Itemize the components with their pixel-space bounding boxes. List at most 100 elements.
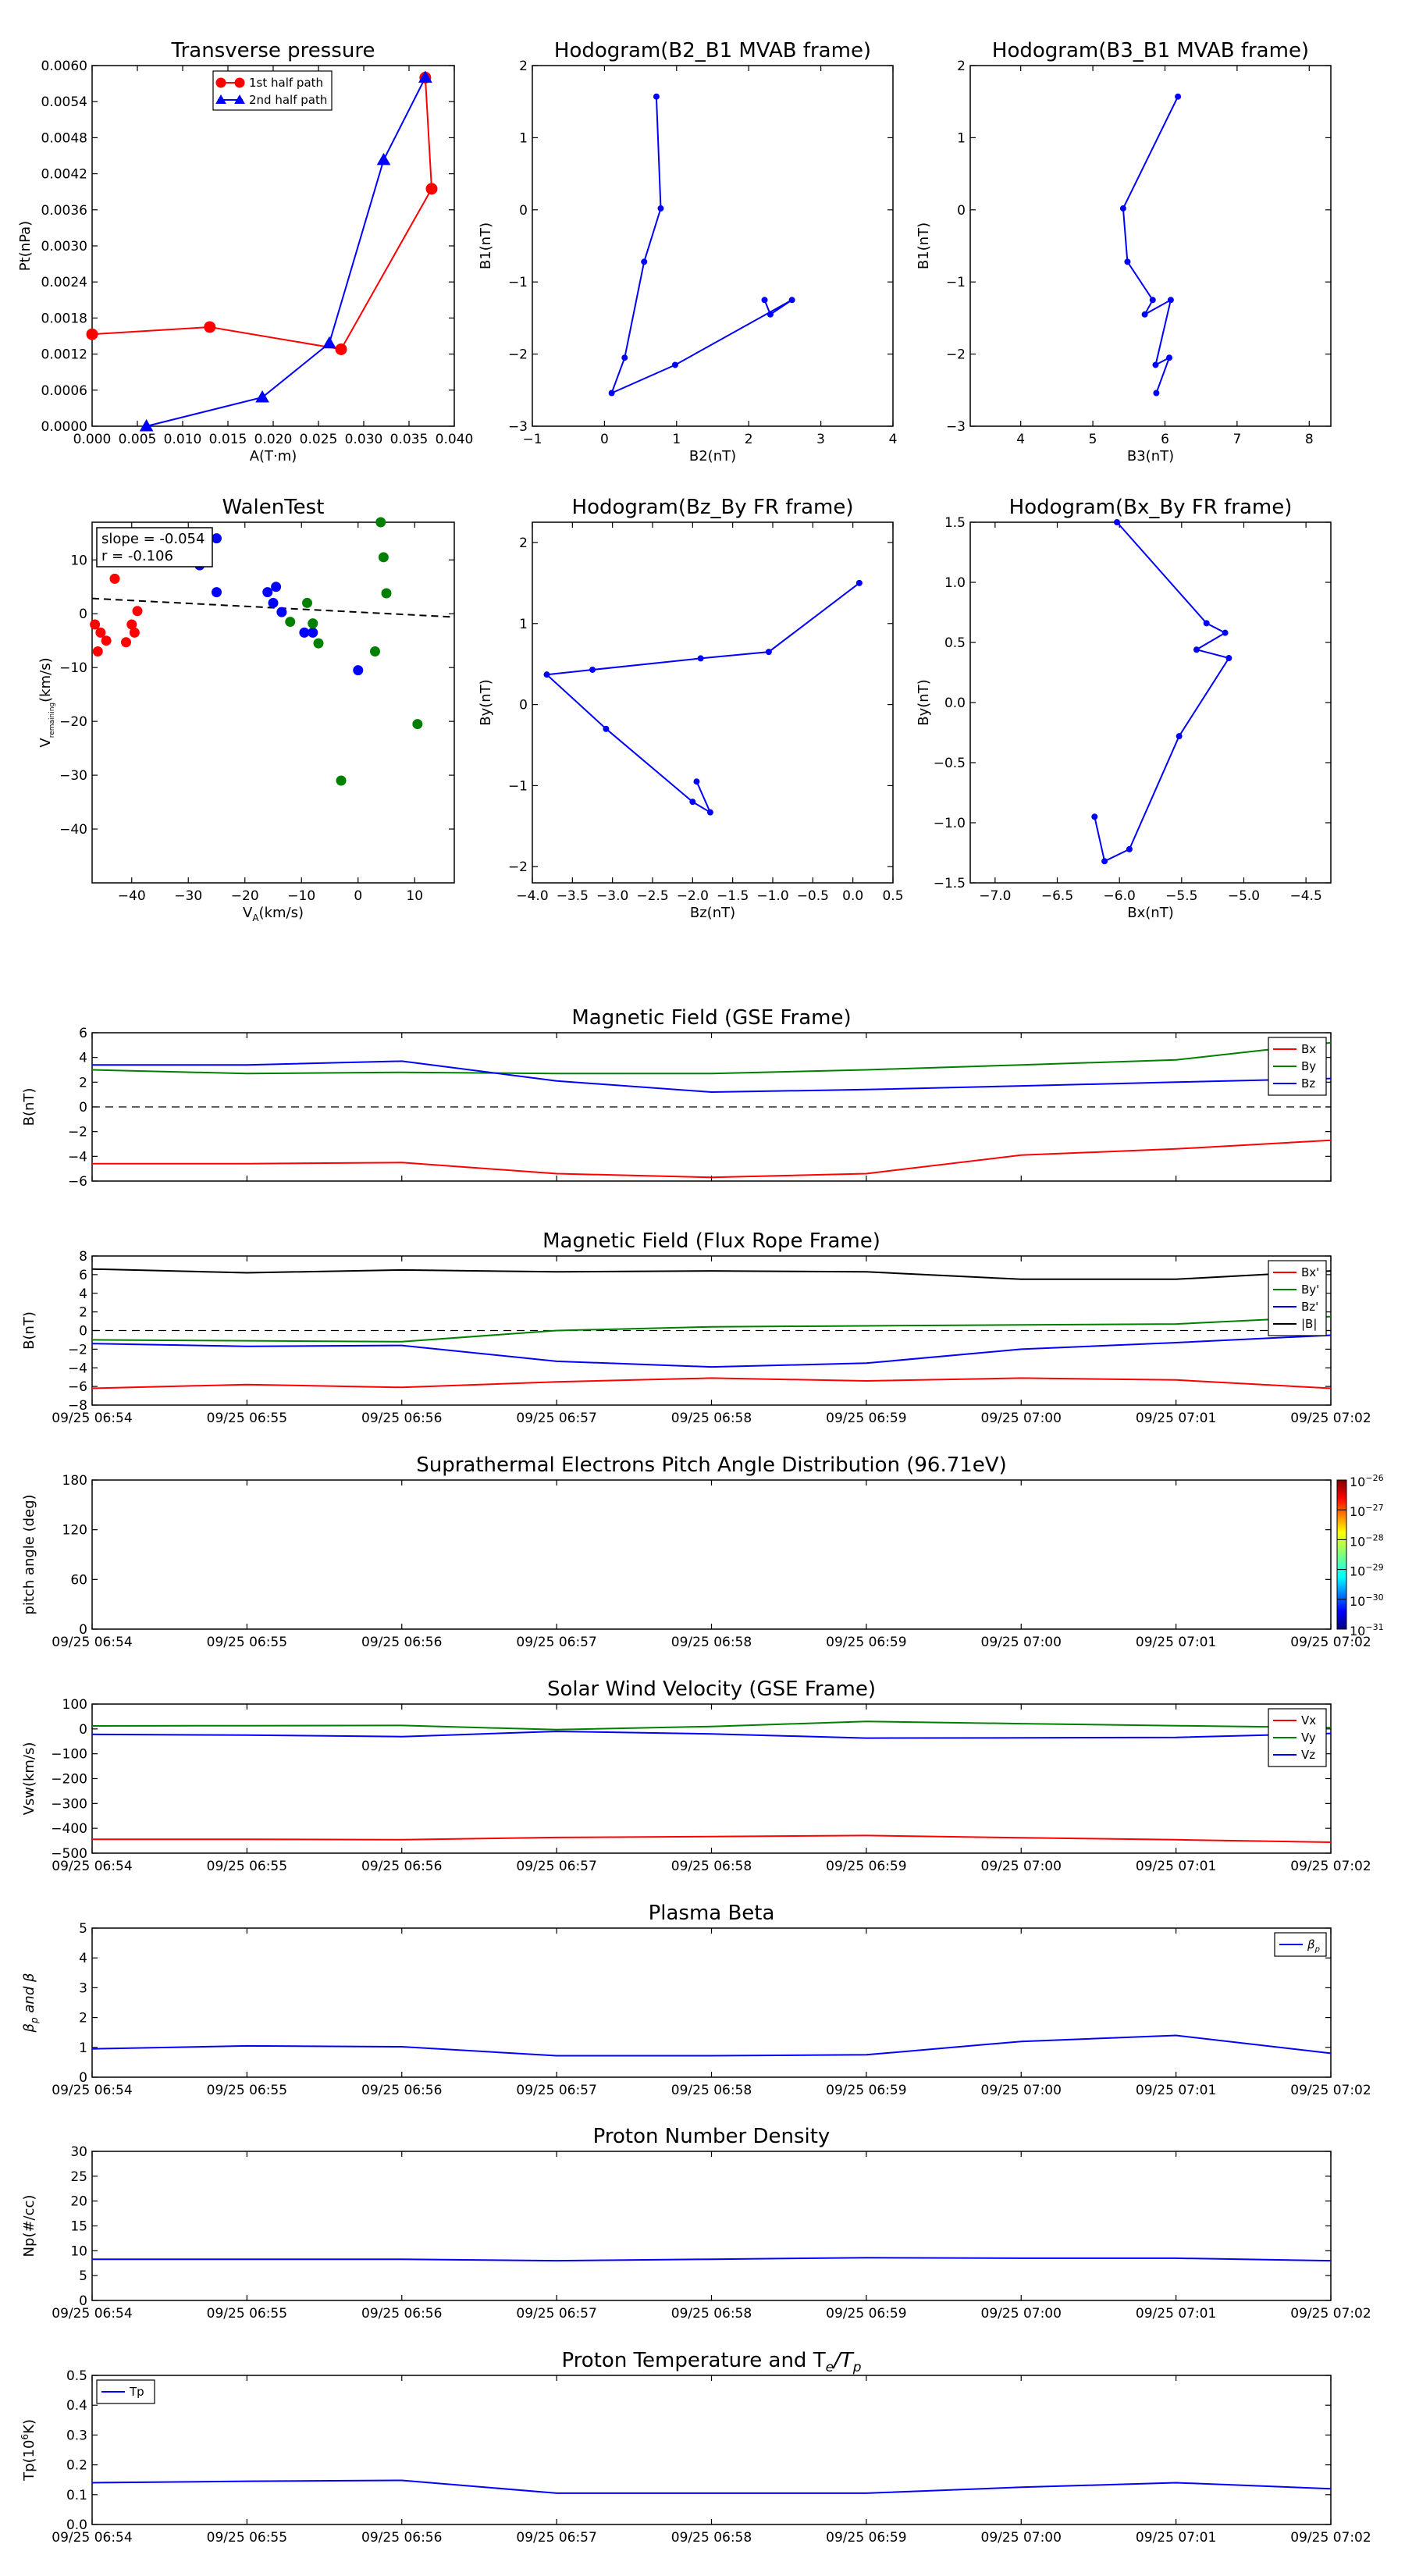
data-point: [608, 390, 615, 397]
y-tick-label: 2: [519, 59, 528, 74]
data-point: [1113, 519, 1120, 525]
data-point: [1126, 845, 1133, 852]
y-axis-label: Vremaining(km/s): [37, 657, 56, 747]
data-point: [378, 552, 389, 563]
legend-box: [212, 70, 333, 111]
x-tick-label: 09/25 06:58: [671, 2083, 752, 2098]
data-point: [603, 725, 610, 732]
y-tick-label: 0.0012: [41, 347, 87, 363]
legend-marker: [215, 77, 226, 88]
panel-frame-pad: [91, 1479, 1332, 1630]
x-tick-label: 09/25 07:02: [1290, 1635, 1371, 1650]
data-point: [761, 297, 768, 304]
title-sub: p: [852, 2360, 862, 2375]
legend-sub: p: [1314, 1945, 1320, 1954]
data-point: [1167, 297, 1174, 304]
colorbar-base: 10: [1350, 1564, 1365, 1579]
y-tick-label: 1: [79, 2041, 87, 2056]
series-line: [92, 2257, 1332, 2262]
panel-title: Proton Temperature and Te/Tp: [561, 2349, 861, 2375]
ylabel-suffix: K): [21, 2419, 37, 2434]
y-tick-label: 5: [79, 2268, 87, 2284]
x-tick-label: 09/25 07:00: [981, 1411, 1062, 1426]
y-tick-label: 2: [79, 2011, 87, 2026]
x-tick-label: 09/25 06:55: [207, 1859, 287, 1874]
x-tick-label: 4: [1016, 432, 1025, 447]
x-tick-label: 09/25 06:57: [516, 2530, 596, 2546]
y-tick-label: −0.5: [934, 756, 966, 771]
y-tick-label: −30: [59, 768, 87, 784]
y-tick-label: 0.0018: [41, 311, 87, 326]
data-point: [376, 152, 391, 165]
x-tick-label: 09/25 06:56: [361, 2530, 442, 2546]
legend-label: Tp: [129, 2385, 144, 2399]
x-tick-label: 09/25 07:01: [1136, 1411, 1216, 1426]
data-point: [1193, 646, 1200, 653]
data-point: [653, 93, 660, 100]
colorbar-exp: −30: [1365, 1592, 1383, 1603]
colorbar-label: 10−31: [1350, 1622, 1384, 1638]
x-tick-label: 09/25 06:57: [516, 1411, 596, 1426]
x-tick-label: 0.005: [119, 432, 157, 447]
x-tick-label: 09/25 06:59: [826, 1859, 906, 1874]
panel-frame-beta: [91, 1927, 1332, 2078]
data-point: [95, 627, 106, 638]
legend-marker: [234, 77, 245, 88]
ylabel-sub: p: [29, 2017, 40, 2024]
colorbar-exp: −28: [1365, 1532, 1383, 1542]
y-tick-label: 0.4: [66, 2398, 87, 2414]
y-tick-label: 0.0006: [41, 383, 87, 399]
y-tick-label: −2: [508, 347, 528, 363]
x-tick-label: 09/25 06:55: [207, 1411, 287, 1426]
data-point: [1141, 311, 1148, 318]
data-point: [671, 361, 678, 368]
y-axis-label: B(nT): [21, 1088, 37, 1126]
legend-marker: [234, 94, 245, 104]
y-tick-label: −2: [68, 1342, 87, 1357]
series-line: [1122, 96, 1179, 393]
y-axis-label: B1(nT): [478, 222, 494, 269]
x-tick-label: −2.0: [677, 888, 709, 904]
data-point: [212, 533, 222, 544]
y-tick-label: −6: [68, 1379, 87, 1395]
x-tick-label: −10: [287, 888, 315, 904]
ylabel-suffix: and β: [21, 1973, 37, 2018]
y-tick-label: −10: [59, 660, 87, 676]
colorbar-label: 10−30: [1350, 1592, 1384, 1609]
data-point: [1119, 205, 1126, 212]
x-tick-label: 0.5: [882, 888, 903, 904]
x-tick-label: 09/25 06:58: [671, 2530, 752, 2546]
colorbar-base: 10: [1350, 1504, 1365, 1519]
data-point: [1175, 93, 1182, 100]
plot-area-h3: [545, 582, 860, 815]
data-point: [855, 579, 863, 586]
y-tick-label: −2: [946, 347, 966, 363]
data-point: [268, 597, 279, 608]
y-tick-label: −3: [946, 419, 966, 435]
x-tick-label: 09/25 06:55: [207, 2530, 287, 2546]
y-tick-label: 0.0: [66, 2517, 87, 2533]
series-line: [146, 76, 426, 426]
y-tick-label: 0: [519, 698, 528, 713]
series-line: [91, 1268, 1332, 1280]
x-tick-label: 8: [1305, 432, 1314, 447]
ylabel-main: β: [21, 2023, 37, 2033]
title-mid: /T: [832, 2349, 855, 2372]
y-tick-label: 0.1: [66, 2488, 87, 2503]
data-point: [1222, 629, 1229, 636]
series-line: [92, 1060, 1332, 1094]
legend-label: 1st half path: [249, 76, 323, 90]
y-tick-label: −1.0: [934, 816, 966, 831]
y-axis-label: Pt(nPa): [17, 221, 34, 271]
data-point: [657, 205, 664, 212]
x-tick-label: 09/25 06:56: [361, 1411, 442, 1426]
data-point: [336, 775, 347, 786]
data-point: [308, 618, 318, 629]
data-point: [90, 619, 101, 630]
data-point: [86, 328, 98, 340]
x-tick-label: 0.010: [164, 432, 202, 447]
x-tick-label: 0.000: [73, 432, 112, 447]
data-point: [765, 649, 772, 656]
y-tick-label: −4: [68, 1149, 87, 1165]
y-tick-label: 0.0024: [41, 275, 87, 290]
